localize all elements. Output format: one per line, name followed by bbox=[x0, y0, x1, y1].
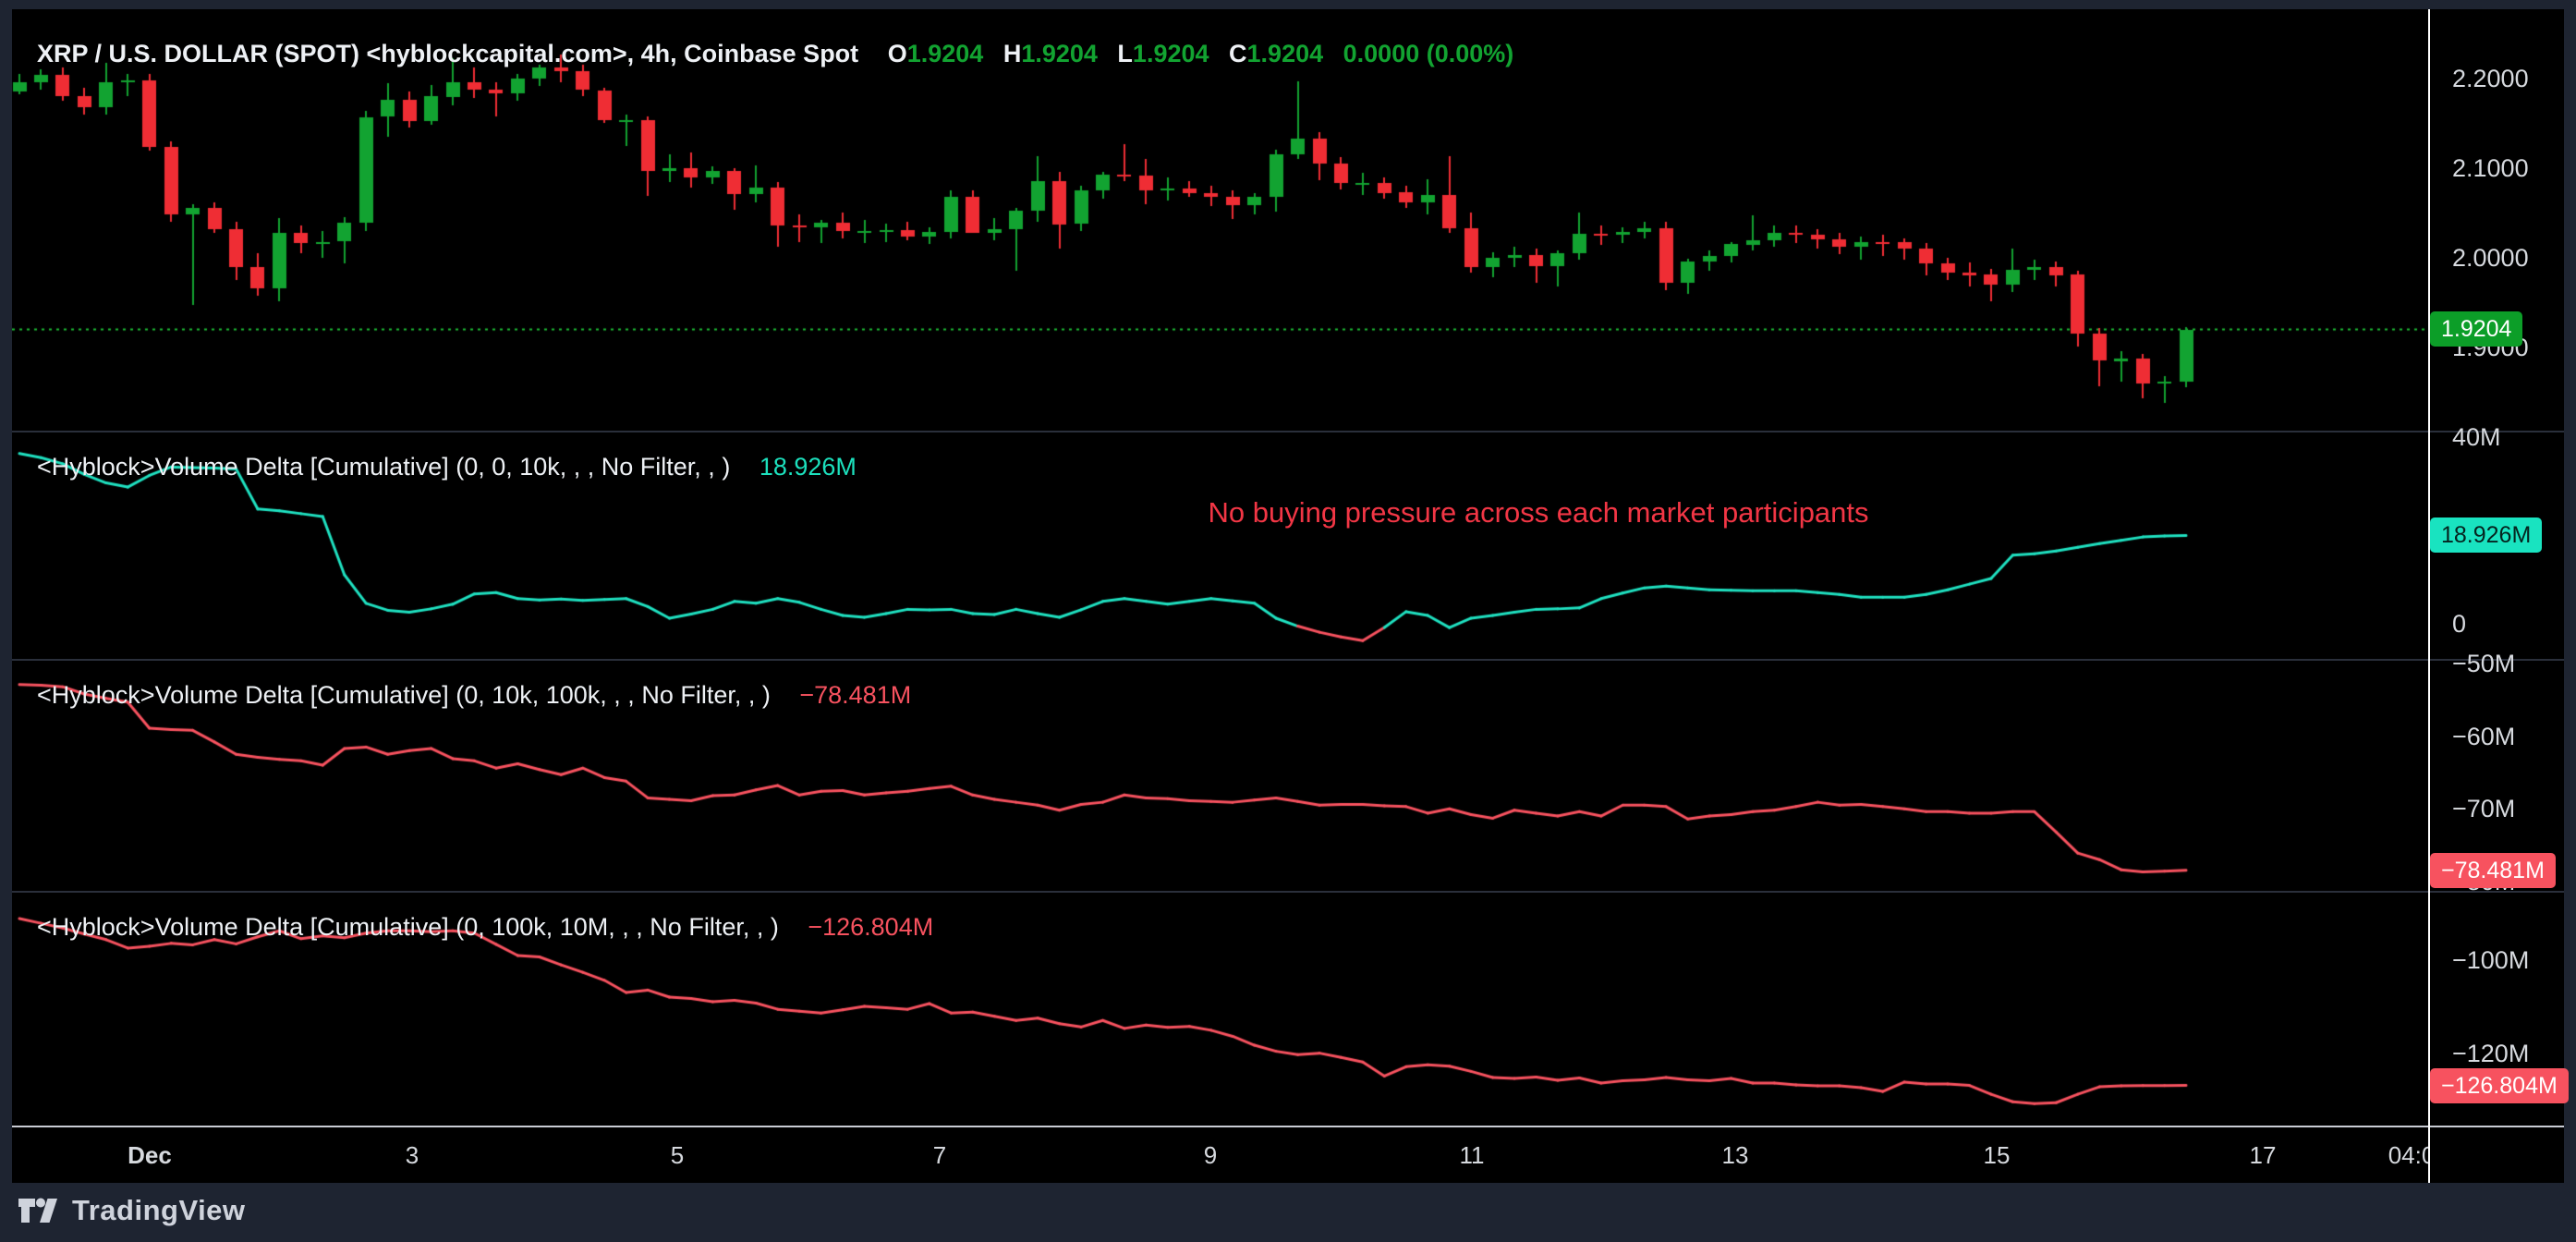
ohlc-low-label: L bbox=[1117, 40, 1133, 67]
time-axis-label: 15 bbox=[1983, 1141, 2011, 1169]
axis-tick-label: 0 bbox=[2452, 610, 2467, 639]
price-axis[interactable]: 2.2000 2.1000 2.0000 1.9000 40M 0 −50M −60M −70M… bbox=[2430, 9, 2569, 1126]
axis-tick-label: −120M bbox=[2452, 1040, 2530, 1068]
time-axis-label: 9 bbox=[1203, 1141, 1218, 1169]
axis-tick-label: −60M bbox=[2452, 722, 2516, 750]
time-axis-label: 3 bbox=[405, 1141, 419, 1169]
ohlc-close-value: 1.9204 bbox=[1246, 40, 1324, 67]
text-annotation[interactable]: No buying pressure across each market pa… bbox=[1208, 496, 1869, 529]
indicator-value: −126.804M bbox=[808, 913, 934, 941]
last-value-badge: 1.9204 bbox=[2430, 311, 2523, 347]
indicator-legend-volume-delta-whale[interactable]: <Hyblock>Volume Delta [Cumulative] (0, 1… bbox=[37, 913, 933, 942]
axis-tick-label: −50M bbox=[2452, 650, 2516, 678]
time-axis-label: 17 bbox=[2249, 1141, 2277, 1169]
chart-area[interactable]: XRP / U.S. DOLLAR (SPOT) <hyblockcapital… bbox=[12, 9, 2569, 1183]
symbol-title[interactable]: XRP / U.S. DOLLAR (SPOT) <hyblockcapital… bbox=[37, 40, 859, 67]
axis-tick-label: 2.0000 bbox=[2452, 243, 2529, 272]
axis-tick-label: −100M bbox=[2452, 946, 2530, 975]
axis-tick-label: −70M bbox=[2452, 795, 2516, 823]
time-axis[interactable]: Dec 3 5 7 9 11 13 15 17 04:0 bbox=[12, 1127, 2428, 1183]
ohlc-high-value: 1.9204 bbox=[1021, 40, 1098, 67]
axis-tick-label: 2.2000 bbox=[2452, 64, 2529, 92]
tradingview-logo[interactable]: TradingView bbox=[18, 1190, 246, 1231]
indicator-title[interactable]: <Hyblock>Volume Delta [Cumulative] (0, 0… bbox=[37, 453, 731, 481]
indicator-value: −78.481M bbox=[799, 681, 912, 709]
price-axis-divider bbox=[2428, 9, 2430, 1183]
pane-divider-1[interactable] bbox=[12, 431, 2564, 432]
pane-divider-2[interactable] bbox=[12, 659, 2564, 661]
ohlc-close-label: C bbox=[1229, 40, 1247, 67]
indicator-title[interactable]: <Hyblock>Volume Delta [Cumulative] (0, 1… bbox=[37, 913, 779, 941]
tradingview-logo-icon bbox=[18, 1198, 57, 1223]
pane-divider-3[interactable] bbox=[12, 891, 2564, 893]
indicator-legend-volume-delta-retail[interactable]: <Hyblock>Volume Delta [Cumulative] (0, 0… bbox=[37, 453, 857, 481]
ohlc-open-value: 1.9204 bbox=[906, 40, 984, 67]
ohlc-high-label: H bbox=[1002, 40, 1022, 67]
last-value-badge: −78.481M bbox=[2430, 852, 2556, 888]
axis-tick-label: 2.1000 bbox=[2452, 153, 2529, 182]
tradingview-logo-text: TradingView bbox=[72, 1194, 246, 1226]
time-axis-label: 11 bbox=[1459, 1141, 1485, 1169]
time-axis-label: 13 bbox=[1721, 1141, 1749, 1169]
indicator-legend-volume-delta-mid[interactable]: <Hyblock>Volume Delta [Cumulative] (0, 1… bbox=[37, 681, 911, 710]
time-axis-divider bbox=[12, 1126, 2564, 1127]
chart-canvas[interactable] bbox=[12, 9, 2428, 1183]
ohlc-change-value: 0.0000 (0.00%) bbox=[1343, 40, 1514, 67]
axis-tick-label: 40M bbox=[2452, 423, 2501, 452]
ohlc-low-value: 1.9204 bbox=[1132, 40, 1209, 67]
time-axis-label: 04:0 bbox=[2388, 1141, 2428, 1169]
last-value-badge: 18.926M bbox=[2430, 518, 2543, 554]
indicator-value: 18.926M bbox=[759, 453, 857, 481]
indicator-title[interactable]: <Hyblock>Volume Delta [Cumulative] (0, 1… bbox=[37, 681, 771, 709]
time-axis-label: Dec bbox=[128, 1141, 172, 1169]
time-axis-label: 5 bbox=[670, 1141, 685, 1169]
time-axis-label: 7 bbox=[932, 1141, 947, 1169]
symbol-legend[interactable]: XRP / U.S. DOLLAR (SPOT) <hyblockcapital… bbox=[37, 40, 1513, 68]
last-value-badge: −126.804M bbox=[2430, 1067, 2569, 1103]
ohlc-open-label: O bbox=[887, 40, 907, 67]
